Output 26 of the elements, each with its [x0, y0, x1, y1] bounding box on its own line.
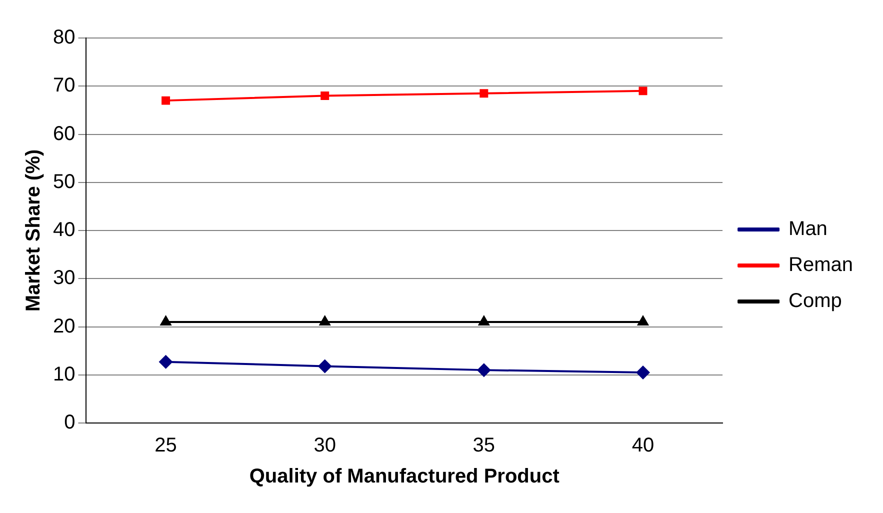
y-tick-label: 70	[52, 74, 76, 97]
point	[158, 354, 173, 369]
point	[476, 363, 491, 378]
x-tick-label: 25	[154, 434, 177, 457]
point	[320, 92, 330, 100]
y-axis-title: Market Share (%)	[22, 149, 45, 312]
point	[480, 89, 488, 98]
point	[638, 86, 648, 96]
point	[318, 359, 332, 374]
legend-label: Comp	[788, 290, 842, 312]
y-tick-label: 20	[52, 315, 76, 338]
legend-label: Reman	[788, 254, 854, 276]
point	[636, 365, 650, 380]
y-tick-label: 80	[52, 26, 76, 49]
y-tick-label: 10	[52, 363, 76, 386]
x-axis-title: Quality of Manufactured Product	[249, 466, 560, 488]
x-tick-label: 30	[314, 434, 336, 457]
x-tick-label: 40	[632, 434, 654, 457]
point	[162, 96, 170, 105]
x-tick-label: 35	[472, 434, 496, 457]
y-tick-label: 0	[64, 412, 76, 434]
y-tick-label: 50	[52, 170, 76, 193]
y-tick-label: 30	[52, 267, 76, 290]
y-tick-label: 40	[52, 219, 76, 242]
legend-label: Man	[788, 218, 828, 240]
y-tick-label: 60	[52, 122, 76, 145]
